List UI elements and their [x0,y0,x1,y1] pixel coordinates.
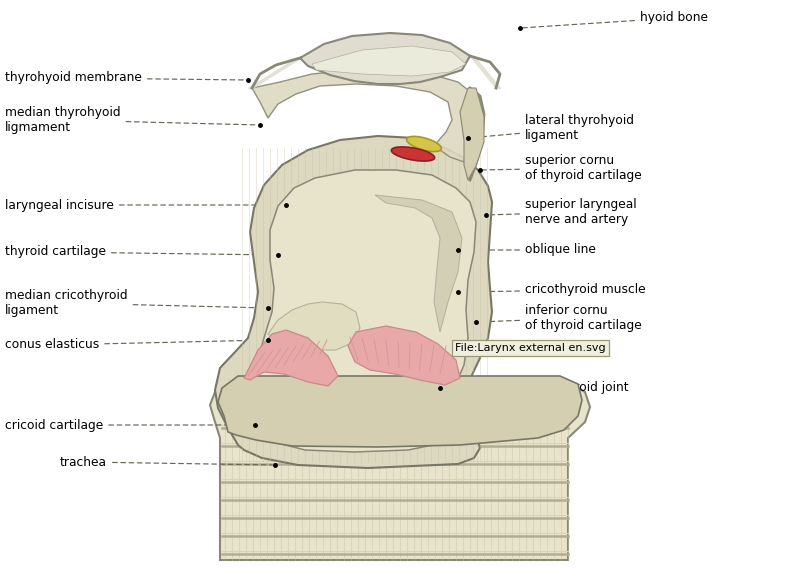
Text: cricoid cartilage: cricoid cartilage [5,418,252,432]
Text: median cricothyroid
ligament: median cricothyroid ligament [5,289,266,317]
Polygon shape [348,326,460,385]
Polygon shape [312,46,466,76]
Text: superior laryngeal
nerve and artery: superior laryngeal nerve and artery [489,198,637,226]
Text: conus elasticus: conus elasticus [5,339,266,351]
Text: oblique line: oblique line [461,243,596,257]
Text: hyoid bone: hyoid bone [522,11,708,28]
Polygon shape [252,70,472,162]
Text: inferior cornu
of thyroid cartilage: inferior cornu of thyroid cartilage [478,304,642,332]
Polygon shape [218,376,582,447]
Polygon shape [460,88,484,180]
Text: cricothyroid joint: cricothyroid joint [442,382,629,394]
Polygon shape [375,195,462,332]
Polygon shape [254,170,476,452]
Text: thyroid cartilage: thyroid cartilage [5,246,275,258]
Text: cricothyroid muscle: cricothyroid muscle [461,284,646,297]
Text: File:Larynx external en.svg: File:Larynx external en.svg [455,343,606,353]
Polygon shape [215,136,492,468]
Text: median thyrohyoid
ligmament: median thyrohyoid ligmament [5,106,258,134]
Polygon shape [391,147,434,161]
Text: trachea: trachea [60,456,272,468]
Polygon shape [210,382,590,560]
Text: lateral thyrohyoid
ligament: lateral thyrohyoid ligament [470,114,634,142]
Polygon shape [244,330,338,386]
Polygon shape [300,33,470,84]
Text: laryngeal incisure: laryngeal incisure [5,199,283,211]
Text: superior cornu
of thyroid cartilage: superior cornu of thyroid cartilage [482,154,642,182]
Text: thyrohyoid membrane: thyrohyoid membrane [5,72,246,84]
Polygon shape [268,302,360,350]
Polygon shape [406,137,442,152]
